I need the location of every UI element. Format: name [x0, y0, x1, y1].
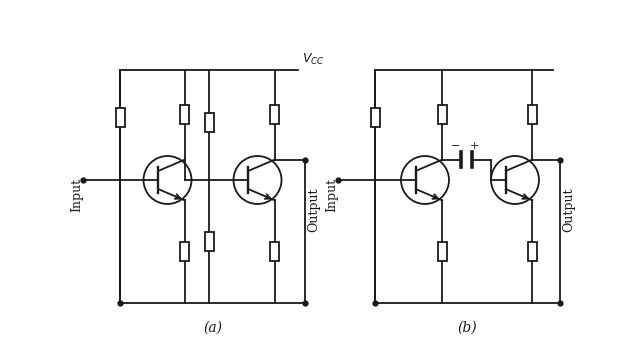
Bar — [115, 108, 125, 127]
Text: Output: Output — [563, 188, 575, 232]
Bar — [205, 113, 214, 132]
Bar — [270, 105, 279, 124]
Bar — [371, 108, 380, 127]
Bar — [528, 105, 537, 124]
Bar — [180, 242, 189, 261]
Text: −: − — [451, 141, 460, 150]
Text: Input: Input — [325, 178, 338, 212]
Text: +: + — [470, 141, 479, 150]
Bar — [528, 242, 537, 261]
Bar — [270, 242, 279, 261]
Bar — [438, 105, 447, 124]
Text: (b): (b) — [458, 320, 477, 334]
Bar — [205, 232, 214, 251]
Text: $V_{CC}$: $V_{CC}$ — [303, 53, 325, 68]
Text: (a): (a) — [203, 320, 222, 334]
Text: Output: Output — [307, 188, 321, 232]
Bar — [438, 242, 447, 261]
Bar — [180, 105, 189, 124]
Text: Input: Input — [70, 178, 83, 212]
